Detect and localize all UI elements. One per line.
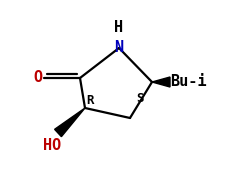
Polygon shape: [54, 108, 85, 137]
Polygon shape: [152, 77, 170, 87]
Text: O: O: [33, 71, 43, 85]
Text: N: N: [114, 40, 124, 56]
Text: H: H: [114, 20, 124, 35]
Text: Bu-i: Bu-i: [170, 75, 206, 89]
Text: HO: HO: [43, 138, 61, 153]
Text: R: R: [86, 93, 94, 107]
Text: S: S: [136, 92, 144, 104]
